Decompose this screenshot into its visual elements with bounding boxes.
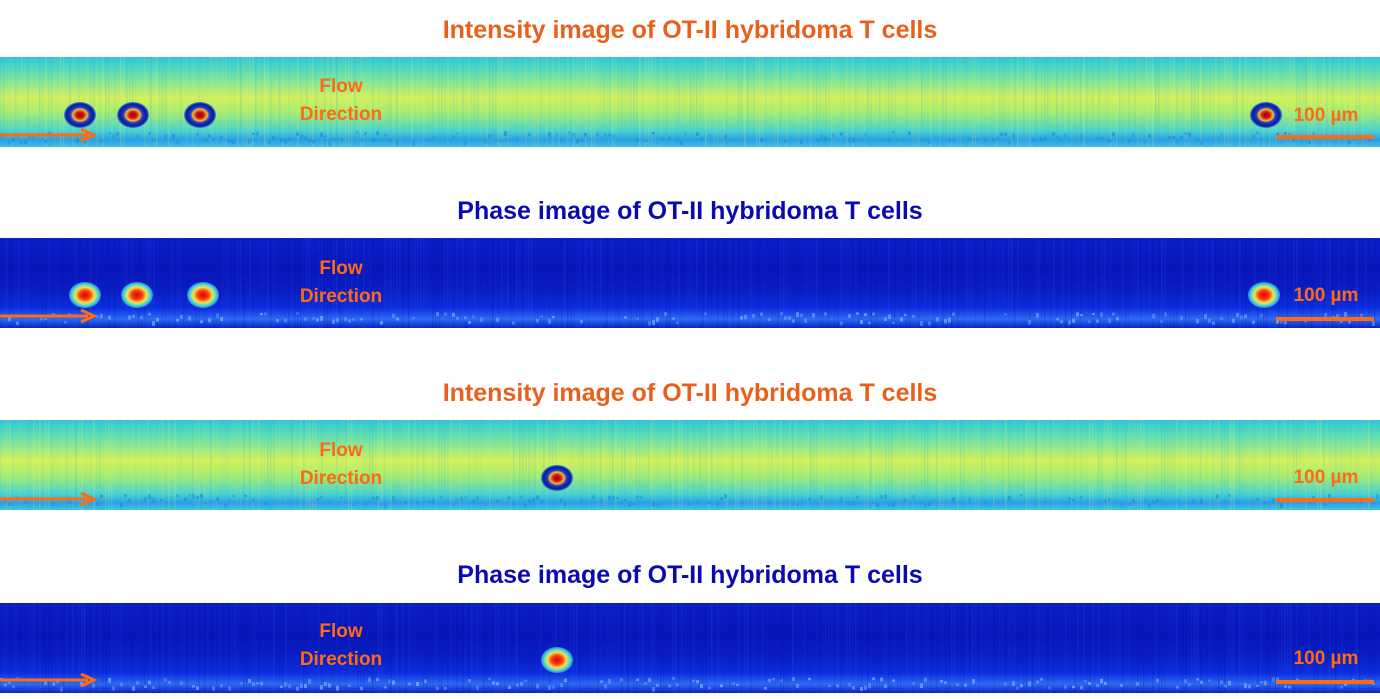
intensity-image-strip: Flow Direction 100 µm — [0, 420, 1380, 510]
panel-title: Phase image of OT-II hybridoma T cells — [457, 197, 923, 225]
flow-label-line2: Direction — [299, 104, 383, 125]
strip-canvas — [0, 603, 1380, 693]
flow-arrow-icon — [0, 492, 98, 506]
strip-canvas — [0, 238, 1380, 328]
strip-canvas — [0, 420, 1380, 510]
scale-bar — [1276, 498, 1374, 502]
scale-bar-label: 100 µm — [1293, 648, 1359, 669]
cell-blob — [1250, 102, 1282, 128]
flow-arrow-icon — [0, 128, 98, 142]
panel-title: Phase image of OT-II hybridoma T cells — [457, 561, 923, 589]
scale-bar-label: 100 µm — [1293, 105, 1359, 126]
cell-blob — [1248, 282, 1280, 308]
flow-label-line1: Flow — [319, 621, 363, 642]
flow-label-line2: Direction — [299, 286, 383, 307]
cell-blob — [187, 282, 219, 308]
cell-blob — [69, 282, 101, 308]
flow-label-line2: Direction — [299, 468, 383, 489]
flow-arrow-icon — [0, 673, 98, 687]
flow-label-line1: Flow — [319, 76, 363, 97]
phase-image-strip: Flow Direction 100 µm — [0, 238, 1380, 328]
flow-label-line1: Flow — [319, 440, 363, 461]
cell-blob — [121, 282, 153, 308]
scale-bar-label: 100 µm — [1293, 285, 1359, 306]
scale-bar — [1276, 680, 1374, 684]
scale-bar — [1276, 135, 1374, 139]
flow-arrow-icon — [0, 309, 98, 323]
cell-blob — [541, 647, 573, 673]
cell-blob — [64, 102, 96, 128]
strip-canvas — [0, 57, 1380, 147]
phase-image-strip: Flow Direction 100 µm — [0, 603, 1380, 693]
cell-blob — [117, 102, 149, 128]
scale-bar-label: 100 µm — [1293, 467, 1359, 488]
flow-label-line1: Flow — [319, 258, 363, 279]
cell-blob — [184, 102, 216, 128]
panel-title: Intensity image of OT-II hybridoma T cel… — [442, 16, 938, 44]
cell-blob — [541, 465, 573, 491]
scale-bar — [1276, 317, 1374, 321]
intensity-image-strip: Flow Direction 100 µm — [0, 57, 1380, 147]
flow-label-line2: Direction — [299, 649, 383, 670]
panel-title: Intensity image of OT-II hybridoma T cel… — [442, 379, 938, 407]
